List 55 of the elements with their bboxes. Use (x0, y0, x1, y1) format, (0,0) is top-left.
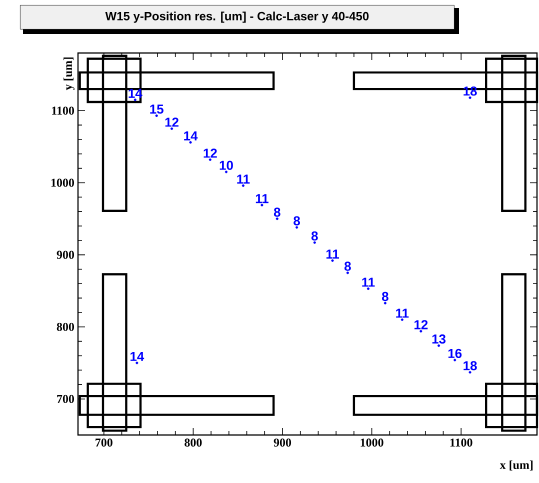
point (454, 358, 456, 362)
point (331, 259, 334, 262)
annotation: 8 (382, 292, 388, 302)
y-tick-label: 800 (56, 322, 74, 331)
point (134, 98, 136, 102)
annotation: 18 (464, 361, 477, 370)
point (468, 370, 472, 374)
x-tick-label: 1000 (360, 438, 384, 447)
annotation: 11 (237, 174, 250, 184)
y-tick-label: 900 (56, 250, 74, 259)
annotation: 11 (396, 308, 409, 318)
x-tick-label: 700 (96, 438, 112, 447)
annotation: 8 (274, 208, 280, 217)
annotation: 12 (204, 148, 217, 158)
x-tick-label: 900 (274, 438, 292, 447)
point (313, 241, 316, 244)
x-tick-label: 800 (184, 438, 202, 447)
annotation: 13 (432, 334, 446, 344)
annotation: 10 (220, 160, 233, 170)
point (420, 330, 422, 333)
annotation: 11 (256, 194, 268, 204)
y-tick-label: 1000 (51, 178, 74, 187)
annotation: 11 (362, 278, 375, 287)
annotation: 12 (414, 320, 428, 330)
point (155, 114, 158, 118)
y-axis-title: y [um] (64, 57, 74, 90)
annotation: 14 (184, 131, 198, 140)
point (366, 287, 370, 290)
point (346, 272, 349, 274)
annotation: 16 (448, 348, 462, 358)
x-tick-label: 1100 (450, 438, 472, 447)
point (400, 318, 404, 321)
x-axis-title: x [um] (500, 460, 533, 470)
point (276, 217, 278, 220)
point (242, 184, 245, 187)
point (189, 141, 192, 144)
annotation: 8 (311, 231, 318, 241)
point (208, 158, 212, 161)
annotation: 14 (130, 352, 144, 361)
y-tick-label: 700 (57, 394, 74, 404)
annotation: 11 (326, 250, 340, 259)
annotation: 15 (150, 104, 164, 114)
annotation: 12 (165, 118, 178, 127)
point (468, 96, 472, 99)
y-tick-label: 1100 (52, 106, 74, 115)
annotation: 8 (294, 216, 300, 226)
chart-title: W15 y-Position res. [um] - Calc-Laser y 40-450 (105, 12, 369, 23)
point (295, 226, 298, 229)
point (260, 204, 264, 206)
point (384, 302, 386, 304)
point (136, 362, 138, 364)
annotation: 8 (344, 262, 351, 271)
point (170, 127, 174, 130)
point (437, 344, 440, 347)
point (224, 170, 228, 174)
